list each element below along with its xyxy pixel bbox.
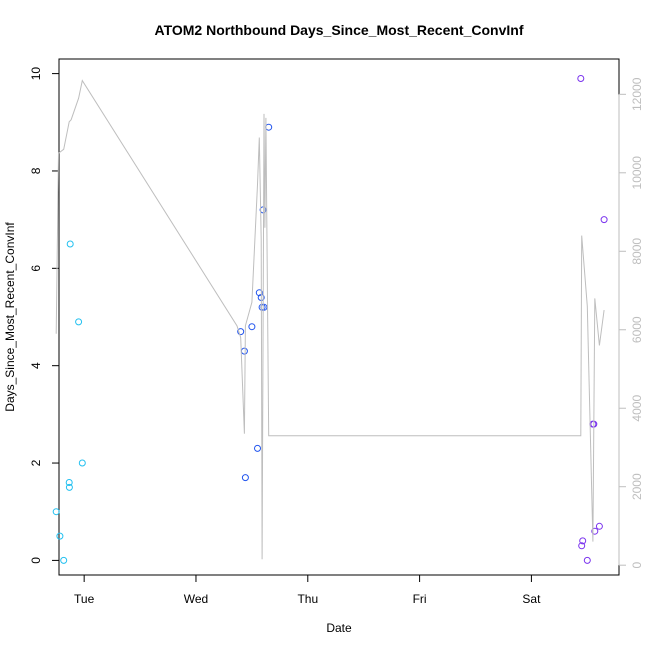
data-point bbox=[65, 483, 73, 491]
x-tick-label: Fri bbox=[413, 592, 427, 606]
data-point bbox=[78, 459, 86, 467]
y2-tick-label: 6000 bbox=[630, 316, 644, 343]
y2-tick-label: 4000 bbox=[630, 395, 644, 422]
plot-frame bbox=[58, 58, 620, 576]
x-tick-label: Sat bbox=[522, 592, 541, 606]
data-point bbox=[237, 328, 245, 336]
data-point bbox=[56, 532, 64, 540]
data-point bbox=[66, 240, 74, 248]
x-tick-label: Thu bbox=[297, 592, 318, 606]
y-tick-label: 8 bbox=[29, 167, 43, 174]
chart-title: ATOM2 Northbound Days_Since_Most_Recent_… bbox=[155, 22, 524, 38]
data-point bbox=[579, 537, 587, 545]
data-point bbox=[52, 508, 60, 516]
data-point bbox=[241, 474, 249, 482]
y-axis-label: Days_Since_Most_Recent_ConvInf bbox=[3, 222, 17, 412]
y2-tick-label: 8000 bbox=[630, 238, 644, 265]
data-point bbox=[255, 289, 263, 297]
data-point bbox=[583, 556, 591, 564]
data-point bbox=[265, 123, 273, 131]
y-tick-label: 4 bbox=[29, 362, 43, 369]
x-tick-label: Wed bbox=[184, 592, 208, 606]
y-tick-label: 2 bbox=[29, 459, 43, 466]
data-point bbox=[258, 303, 266, 311]
x-tick-label: Tue bbox=[74, 592, 95, 606]
data-point bbox=[240, 347, 248, 355]
y-tick-label: 10 bbox=[29, 67, 43, 81]
data-point bbox=[577, 75, 585, 82]
y-tick-label: 6 bbox=[29, 265, 43, 272]
data-point bbox=[60, 556, 68, 564]
x-axis-label: Date bbox=[326, 621, 352, 635]
series-line bbox=[55, 79, 605, 560]
y2-tick-label: 10000 bbox=[630, 156, 644, 190]
data-point bbox=[591, 527, 599, 535]
data-point bbox=[578, 542, 586, 550]
data-point bbox=[75, 318, 83, 326]
y2-tick-label: 12000 bbox=[630, 77, 644, 111]
data-point bbox=[65, 479, 73, 486]
y2-tick-label: 2000 bbox=[630, 473, 644, 500]
y-tick-label: 0 bbox=[29, 557, 43, 564]
data-point bbox=[248, 323, 256, 331]
data-point bbox=[595, 522, 603, 530]
data-point bbox=[254, 444, 261, 452]
data-point bbox=[600, 216, 608, 224]
y2-tick-label: 0 bbox=[630, 562, 644, 569]
